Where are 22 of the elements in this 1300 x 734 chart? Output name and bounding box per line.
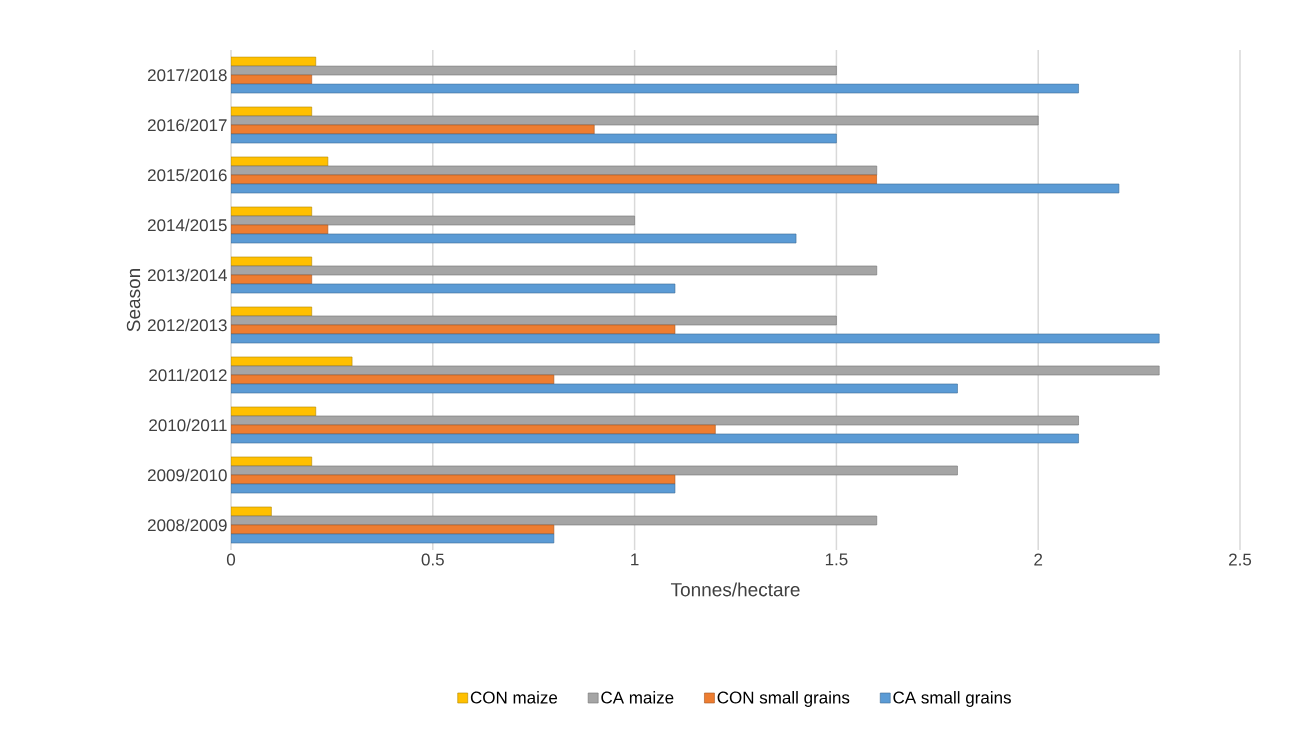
x-tick-label: 1 bbox=[631, 553, 639, 566]
y-tick-label: 2013/2014 bbox=[147, 268, 227, 282]
x-tick-label: 0 bbox=[226, 553, 236, 566]
y-tick-label: 2012/2013 bbox=[147, 318, 227, 332]
y-tick-label: 2008/2009 bbox=[147, 518, 227, 532]
legend-label: CA maize bbox=[601, 691, 674, 704]
x-tick-label: 2.5 bbox=[1229, 553, 1252, 566]
y-tick-label: 2017/2018 bbox=[147, 68, 227, 82]
legend-label: CON small grains bbox=[717, 691, 850, 707]
y-tick-label: 2014/2015 bbox=[147, 218, 227, 232]
y-tick-label: 2015/2016 bbox=[147, 168, 227, 182]
legend-label: CON maize bbox=[470, 691, 558, 704]
x-tick-label: 1.5 bbox=[825, 553, 848, 566]
x-tick-label: 0.5 bbox=[421, 553, 444, 566]
y-tick-label: 2011/2012 bbox=[149, 368, 227, 382]
x-axis-title: Tonnes/hectare bbox=[670, 582, 800, 597]
y-tick-label: 2009/2010 bbox=[147, 468, 227, 482]
y-axis-title: Season bbox=[126, 269, 141, 332]
y-tick-label: 2010/2011 bbox=[149, 418, 227, 432]
legend-label: CA small grains bbox=[893, 691, 1011, 707]
x-tick-label: 2 bbox=[1034, 553, 1043, 566]
y-tick-label: 2016/2017 bbox=[147, 118, 227, 132]
